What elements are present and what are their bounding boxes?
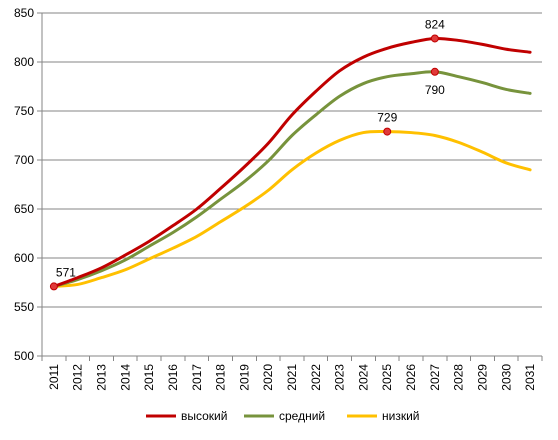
data-marker [430, 67, 439, 76]
x-tick-label: 2022 [309, 364, 323, 391]
x-tick-label: 2029 [475, 364, 489, 391]
series-line-низкий [52, 130, 532, 288]
x-tick-label: 2028 [452, 364, 466, 391]
x-tick-label: 2025 [380, 364, 394, 391]
legend: высокий средний низкий [146, 409, 420, 423]
y-tick-label: 750 [14, 104, 34, 118]
data-marker [430, 34, 439, 43]
x-tick-label: 2013 [95, 364, 109, 391]
y-tick-label: 650 [14, 202, 34, 216]
x-tick-label: 2030 [499, 364, 513, 391]
x-tick-label: 2027 [428, 364, 442, 391]
y-tick-label: 850 [14, 6, 34, 20]
x-tick-label: 2019 [237, 364, 251, 391]
x-tick-label: 2015 [142, 364, 156, 391]
grid-lines [42, 12, 542, 308]
legend-label: высокий [181, 409, 227, 423]
legend-label: средний [279, 409, 325, 423]
x-tick-label: 2014 [118, 364, 132, 391]
series-line-высокий [52, 36, 532, 288]
y-tick-label: 800 [14, 55, 34, 69]
x-tick-label: 2020 [261, 364, 275, 391]
data-labels: 571 824 790 729 [56, 17, 445, 279]
data-label: 729 [377, 111, 397, 125]
y-tick-label: 550 [14, 300, 34, 314]
y-tick-label: 500 [14, 349, 34, 363]
data-marker [383, 127, 392, 136]
series-line-средний [52, 70, 532, 288]
data-label: 790 [425, 83, 445, 97]
data-markers [49, 34, 439, 291]
x-tick-label: 2023 [333, 364, 347, 391]
x-tick-label: 2017 [190, 364, 204, 391]
x-tick-label: 2026 [404, 364, 418, 391]
series-lines [52, 36, 532, 288]
y-tick-label: 600 [14, 251, 34, 265]
data-label: 824 [425, 17, 445, 31]
x-tick-label: 2031 [523, 364, 537, 391]
y-tick-label: 700 [14, 153, 34, 167]
data-label: 571 [56, 265, 76, 279]
x-tick-label: 2012 [71, 364, 85, 391]
x-tick-label: 2021 [285, 364, 299, 391]
x-tick-label: 2011 [47, 364, 61, 390]
x-tick-label: 2024 [356, 364, 370, 391]
x-tick-label: 2016 [166, 364, 180, 391]
x-tick-label: 2018 [214, 364, 228, 391]
y-tick-labels: 500 550 600 650 700 750 800 850 [14, 6, 34, 363]
x-tick-labels: 2011 2012 2013 2014 2015 2016 2017 2018 2019 2020… [47, 364, 537, 391]
data-marker [49, 282, 58, 291]
legend-label: низкий [382, 409, 420, 423]
axes [37, 12, 543, 361]
